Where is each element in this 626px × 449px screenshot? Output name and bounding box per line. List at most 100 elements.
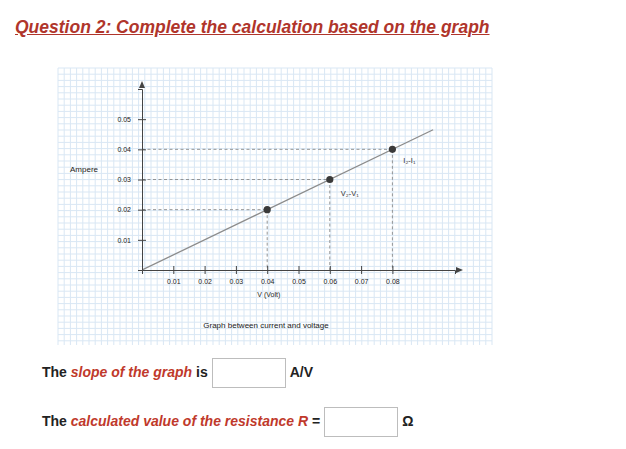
y-tick-label: 0.05	[117, 116, 131, 123]
x-tick-mark	[330, 266, 331, 274]
paper-line	[58, 247, 492, 248]
guide-line	[329, 180, 330, 271]
paper-line	[58, 99, 492, 100]
x-tick-mark	[267, 266, 268, 274]
paper-line	[58, 309, 492, 310]
paper-line	[58, 260, 492, 261]
x-tick: 0.04	[261, 266, 275, 285]
y-tick-label: 0.04	[117, 146, 131, 153]
x-tick-label: 0.06	[323, 278, 337, 285]
x-tick-label: 0.07	[355, 278, 369, 285]
paper-line	[58, 223, 492, 224]
y-tick-mark	[138, 149, 146, 150]
highlight-text: calculated value of the resistance R	[71, 413, 308, 429]
x-tick: 0.01	[167, 266, 181, 285]
y-tick: 0.05	[117, 116, 146, 123]
x-arrow	[456, 267, 463, 273]
paper-line	[58, 192, 492, 193]
x-axis-title: V (Volt)	[257, 291, 280, 299]
paper-line	[58, 80, 492, 81]
paper-line	[58, 204, 492, 205]
paper-line	[58, 216, 492, 217]
paper-line	[58, 154, 492, 155]
heading: Question 2: Complete the calculation bas…	[15, 17, 490, 38]
x-tick-mark	[236, 266, 237, 274]
paper-line	[58, 278, 492, 279]
question-line: The slope of the graph is A/V	[42, 355, 313, 389]
annotation: I₂-I₁	[403, 156, 416, 165]
y-tick: 0.04	[117, 146, 146, 153]
data-point	[264, 206, 271, 213]
paper-line	[58, 92, 492, 93]
x-tick: 0.06	[323, 266, 337, 285]
x-tick-mark	[361, 266, 362, 274]
annotation: V₂-V₁	[341, 189, 359, 198]
y-tick: 0.01	[117, 237, 146, 244]
x-tick-label: 0.04	[261, 278, 275, 285]
x-tick: 0.02	[198, 266, 212, 285]
text: The	[42, 364, 71, 380]
x-tick-label: 0.03	[230, 278, 244, 285]
paper-line	[58, 123, 492, 124]
guide-line	[142, 149, 392, 150]
paper-line	[58, 285, 492, 286]
paper-line	[58, 340, 492, 341]
paper-line	[58, 68, 492, 69]
x-tick: 0.08	[386, 266, 400, 285]
y-tick-label: 0.02	[117, 206, 131, 213]
x-tick-mark	[392, 266, 393, 274]
x-tick: 0.03	[230, 266, 244, 285]
paper-line	[58, 74, 492, 75]
question-line: The calculated value of the resistance R…	[42, 404, 413, 438]
y-tick-label: 0.03	[117, 176, 131, 183]
answer-input[interactable]	[212, 358, 286, 388]
text: =	[308, 413, 320, 429]
x-tick-mark	[205, 266, 206, 274]
guide-line	[267, 210, 268, 270]
paper-line	[58, 105, 492, 106]
highlight-text: slope of the graph	[71, 364, 192, 380]
x-tick-label: 0.01	[167, 278, 181, 285]
x-axis: 0.01 0.02 0.03 0.04 0.05 0.06 0.07 0.08	[143, 266, 456, 285]
paper-line	[58, 266, 492, 267]
answer-input[interactable]	[324, 407, 398, 437]
image-frame	[58, 68, 492, 345]
paper-line	[58, 86, 492, 87]
text: is	[192, 364, 208, 380]
x-tick-label: 0.02	[198, 278, 212, 285]
paper-line	[58, 185, 492, 186]
y-tick-mark	[138, 119, 146, 120]
y-axis-title: Ampere	[70, 165, 99, 174]
unit: A/V	[290, 364, 313, 380]
paper-line	[58, 167, 492, 168]
graph-paper	[58, 68, 492, 345]
image-background	[58, 68, 492, 345]
paper-line	[58, 303, 492, 304]
paper-line	[58, 161, 492, 162]
data-point	[389, 146, 396, 153]
x-tick: 0.05	[292, 266, 306, 285]
text: The	[42, 413, 71, 429]
y-tick-mark	[138, 240, 146, 241]
x-tick-label: 0.08	[386, 278, 400, 285]
data-point	[326, 176, 333, 183]
unit: Ω	[402, 413, 413, 429]
x-tick-mark	[173, 266, 174, 274]
y-axis: 0.01 0.02 0.03 0.04 0.05	[117, 90, 146, 271]
data-line	[142, 130, 433, 270]
y-tick-mark	[138, 180, 146, 181]
paper-line	[58, 136, 492, 137]
y-tick-mark	[138, 210, 146, 211]
paper-line	[58, 142, 492, 143]
paper-line	[58, 173, 492, 174]
y-tick: 0.02	[117, 206, 146, 213]
paper-line	[58, 334, 492, 335]
paper-line	[58, 254, 492, 255]
guide-line	[392, 149, 393, 270]
paper-line	[58, 198, 492, 199]
x-tick: 0.07	[355, 266, 369, 285]
x-tick-label: 0.05	[292, 278, 306, 285]
chart: 0.01 0.02 0.03 0.04 0.05 0.06 0.07 0.08 0.01 0.02…	[0, 0, 626, 449]
caption: Graph between current and voltage	[203, 321, 329, 330]
y-tick: 0.03	[117, 176, 146, 183]
